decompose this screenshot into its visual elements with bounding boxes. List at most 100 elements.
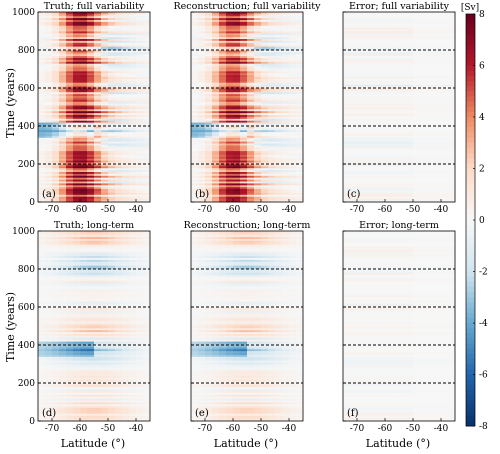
heatmap-cell	[275, 44, 283, 47]
heatmap-cell	[38, 419, 46, 422]
heatmap-cell	[371, 196, 379, 199]
heatmap-cell	[226, 69, 234, 72]
heatmap-cell	[87, 411, 95, 414]
heatmap-cell	[406, 190, 414, 193]
heatmap-cell	[392, 70, 400, 74]
heatmap-cell	[420, 186, 428, 190]
heatmap-cell	[129, 38, 137, 41]
heatmap-cell	[392, 112, 400, 115]
heatmap-cell	[357, 148, 365, 152]
heatmap-cell	[247, 110, 255, 114]
heatmap-cell	[448, 129, 456, 133]
heatmap-cell	[385, 190, 393, 193]
heatmap-cell	[261, 36, 269, 39]
heatmap-cell	[219, 152, 227, 155]
heatmap-cell	[143, 169, 151, 172]
heatmap-cell	[282, 188, 290, 191]
heatmap-cell	[205, 141, 213, 144]
heatmap-cell	[343, 95, 351, 98]
heatmap-cell	[441, 133, 449, 136]
heatmap-cell	[129, 72, 137, 76]
heatmap-cell	[226, 146, 234, 150]
heatmap-cell	[448, 107, 456, 110]
heatmap-cell	[136, 415, 144, 418]
heatmap-cell	[191, 12, 199, 15]
heatmap-cell	[406, 99, 414, 102]
heatmap-cell	[378, 198, 386, 201]
heatmap-cell	[434, 67, 442, 70]
heatmap-cell	[343, 65, 351, 68]
heatmap-cell	[378, 84, 386, 87]
heatmap-cell	[226, 124, 234, 127]
heatmap-cell	[282, 165, 290, 169]
heatmap-cell	[136, 148, 144, 152]
heatmap-cell	[385, 95, 393, 98]
heatmap-cell	[143, 65, 151, 68]
heatmap-cell	[385, 107, 393, 110]
heatmap-cell	[240, 184, 248, 188]
heatmap-cell	[427, 190, 435, 193]
heatmap-cell	[378, 105, 386, 108]
heatmap-cell	[282, 86, 290, 89]
heatmap-cell	[350, 57, 358, 60]
heatmap-cell	[399, 13, 407, 17]
heatmap-cell	[191, 194, 199, 197]
heatmap-cell	[275, 53, 283, 57]
heatmap-cell	[378, 131, 386, 134]
heatmap-cell	[282, 29, 290, 32]
heatmap-cell	[406, 51, 414, 55]
heatmap-cell	[136, 419, 144, 422]
heatmap-cell	[101, 108, 109, 112]
heatmap-cell	[66, 190, 74, 193]
heatmap-cell	[350, 67, 358, 70]
heatmap-cell	[59, 27, 67, 30]
heatmap-cell	[101, 70, 109, 74]
heatmap-cell	[73, 110, 81, 114]
heatmap-cell	[420, 103, 428, 106]
heatmap-cell	[296, 194, 304, 197]
heatmap-cell	[129, 91, 137, 95]
x-tick-label: -60	[378, 205, 393, 215]
heatmap-cell	[420, 126, 428, 129]
heatmap-cell	[94, 165, 102, 169]
heatmap-cell	[247, 192, 255, 195]
heatmap-cell	[115, 105, 123, 108]
heatmap-cell	[448, 122, 456, 125]
heatmap-cell	[233, 25, 241, 28]
heatmap-cell	[101, 126, 109, 129]
heatmap-cell	[80, 417, 88, 420]
heatmap-cell	[289, 169, 297, 172]
heatmap-cell	[406, 184, 414, 188]
heatmap-cell	[108, 55, 116, 58]
heatmap-cell	[59, 200, 67, 203]
heatmap-cell	[198, 59, 206, 62]
heatmap-cell	[66, 88, 74, 91]
heatmap-cell	[66, 112, 74, 115]
heatmap-cell	[371, 139, 379, 142]
heatmap-cell	[38, 183, 46, 186]
heatmap-cell	[406, 78, 414, 81]
heatmap-cell	[350, 53, 358, 57]
heatmap-cell	[240, 84, 248, 87]
heatmap-cell	[448, 40, 456, 43]
heatmap-cell	[108, 103, 116, 106]
heatmap-cell	[94, 40, 102, 43]
heatmap-cell	[350, 91, 358, 95]
heatmap-cell	[247, 154, 255, 157]
heatmap-cell	[66, 411, 74, 414]
heatmap-cell	[441, 36, 449, 39]
heatmap-cell	[87, 145, 95, 148]
heatmap-cell	[392, 164, 400, 167]
heatmap-cell	[275, 164, 283, 167]
heatmap-cell	[240, 15, 248, 19]
heatmap-cell	[448, 127, 456, 131]
heatmap-cell	[427, 120, 435, 123]
heatmap-cell	[52, 72, 60, 76]
heatmap-cell	[129, 15, 137, 19]
heatmap-cell	[406, 108, 414, 112]
heatmap-cell	[38, 198, 46, 201]
heatmap-cell	[233, 137, 241, 140]
heatmap-cell	[343, 165, 351, 169]
heatmap-cell	[247, 69, 255, 72]
heatmap-cell	[101, 131, 109, 134]
